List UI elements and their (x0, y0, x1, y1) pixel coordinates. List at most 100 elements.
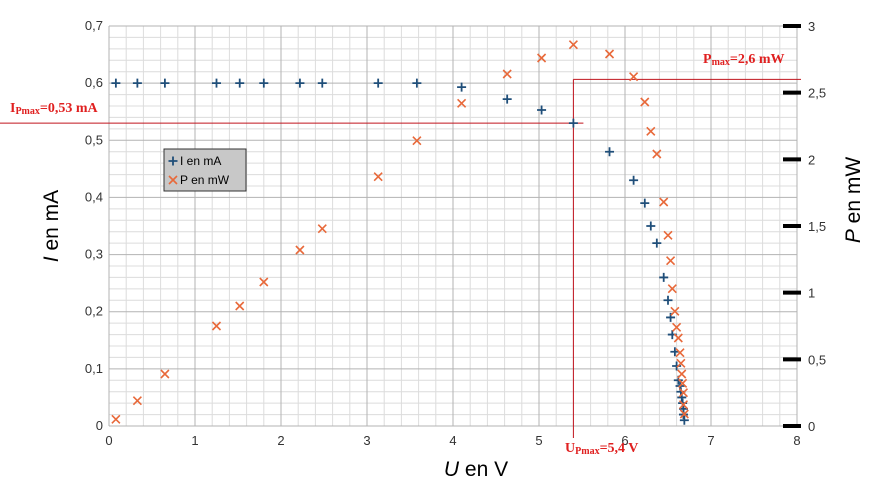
left-y-tick-label: 0,6 (85, 75, 103, 90)
right-y-tick-label: 0 (808, 419, 815, 434)
current-point (295, 78, 305, 88)
current-point (132, 78, 142, 88)
current-point (652, 238, 662, 248)
current-point (235, 78, 245, 88)
power-point (672, 322, 682, 332)
power-point (160, 369, 170, 379)
left-y-tick-label: 0 (96, 418, 103, 433)
current-point (646, 221, 656, 231)
power-point (132, 396, 142, 406)
power-point (666, 256, 676, 266)
power-point (537, 53, 547, 63)
power-point (295, 245, 305, 255)
left-y-tick-label: 0,3 (85, 247, 103, 262)
current-point (605, 147, 615, 157)
right-axis-tick-marks (783, 24, 801, 428)
legend-current-symbol (168, 156, 178, 166)
power-point (502, 69, 512, 79)
power-point (678, 378, 688, 388)
current-point (373, 78, 383, 88)
legend-power-marker (168, 175, 178, 185)
current-point (670, 347, 680, 357)
current-point (317, 78, 327, 88)
x-tick-label: 1 (191, 433, 198, 448)
current-point (629, 175, 639, 185)
power-point (673, 333, 683, 343)
power-point (629, 72, 639, 82)
power-point (678, 388, 689, 398)
power-point (679, 409, 689, 419)
power-point (675, 348, 685, 358)
right-y-tick-label: 1 (808, 286, 815, 301)
power-point (659, 197, 669, 207)
right-y-tick-label: 0,5 (808, 352, 826, 367)
x-tick-label: 7 (707, 433, 714, 448)
legend-power-label: P en mW (180, 173, 230, 187)
x-tick-label: 0 (105, 433, 112, 448)
left-y-tick-label: 0,1 (85, 361, 103, 376)
power-point (678, 400, 689, 410)
current-point (457, 82, 467, 92)
power-point (640, 97, 650, 107)
pmax-annotation: Pmax=2,6 mW (703, 52, 785, 68)
current-point (568, 118, 578, 128)
left-y-tick-label: 0,2 (85, 304, 103, 319)
power-point (646, 126, 656, 136)
current-point (212, 78, 221, 88)
current-point (640, 198, 650, 208)
power-point (676, 358, 686, 368)
power-point (604, 49, 615, 59)
power-point (568, 40, 578, 50)
right-y-tick-label: 3 (808, 19, 815, 34)
right-y-tick-labels: 0 0,5 1 1,5 2 2,5 3 (808, 19, 826, 434)
x-tick-label: 5 (535, 433, 542, 448)
power-point (373, 172, 383, 182)
power-point (259, 277, 269, 287)
x-tick-label: 3 (363, 433, 370, 448)
current-point (659, 272, 669, 282)
ipmax-annotation: IPmax=0,53 mA (10, 101, 99, 117)
current-point (666, 312, 676, 322)
x-axis-title: U en V (444, 458, 508, 481)
x-tick-label: 2 (277, 433, 284, 448)
series-power (111, 40, 689, 424)
power-point (670, 306, 680, 316)
power-point (235, 301, 245, 311)
x-tick-label: 8 (793, 433, 800, 448)
power-point (412, 136, 422, 146)
current-point (672, 361, 682, 371)
left-y-tick-label: 0,4 (85, 189, 103, 204)
power-point (677, 369, 687, 379)
series-current (111, 78, 689, 425)
upmax-annotation: UPmax=5,4 V (565, 441, 638, 457)
x-tick-label: 6 (621, 433, 628, 448)
right-y-tick-label: 1,5 (808, 219, 826, 234)
power-point (667, 284, 677, 294)
current-point (502, 94, 512, 104)
legend-current-marker (168, 156, 178, 166)
current-point (412, 78, 422, 88)
power-point (111, 414, 121, 424)
current-point (537, 105, 547, 115)
right-y-tick-label: 2,5 (808, 86, 826, 101)
current-point (111, 78, 121, 88)
x-tick-labels: 0 1 2 3 4 5 6 7 8 (105, 433, 800, 448)
left-y-tick-label: 0,7 (85, 18, 103, 33)
legend-current-label: I en mA (180, 154, 221, 168)
right-y-tick-label: 2 (808, 152, 815, 167)
left-y-tick-label: 0,5 (85, 132, 103, 147)
left-y-axis-title: I en mA (40, 190, 63, 262)
power-point (663, 230, 673, 240)
power-point (317, 224, 327, 234)
current-point (679, 415, 689, 425)
legend-power-symbol (168, 175, 178, 185)
power-point (457, 98, 467, 108)
current-point (259, 78, 269, 88)
x-tick-label: 4 (449, 433, 456, 448)
power-point (211, 321, 222, 331)
current-point (160, 78, 170, 88)
current-point (663, 295, 673, 305)
right-y-axis-title: P en mW (842, 157, 865, 244)
power-point (652, 149, 662, 159)
